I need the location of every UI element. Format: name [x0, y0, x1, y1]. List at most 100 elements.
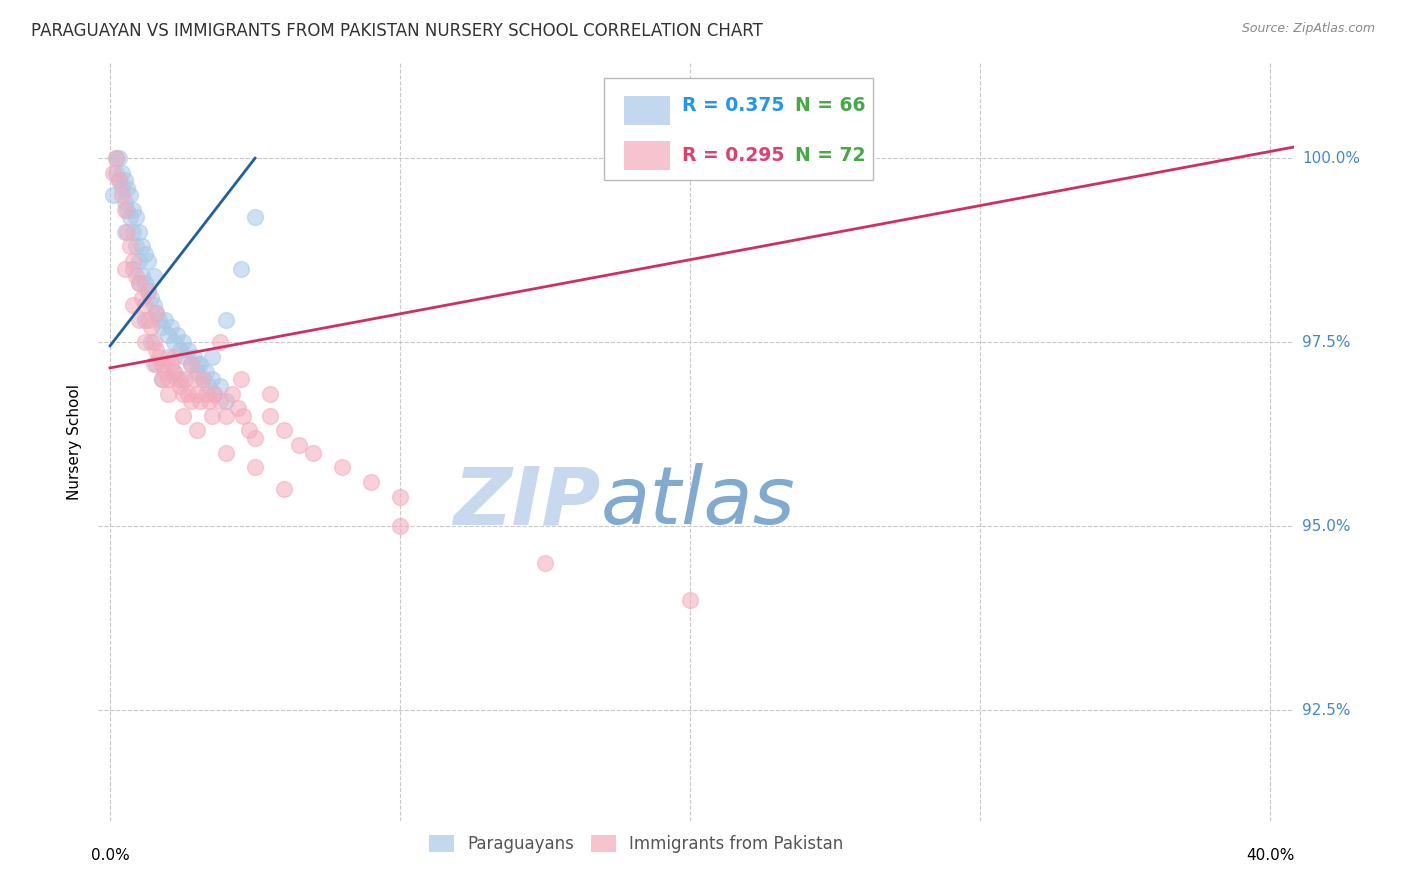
Point: [125, 268, 148, 283]
Point: [226, 401, 249, 416]
Point: [150, 357, 173, 371]
Point: [389, 519, 412, 533]
Point: [177, 386, 200, 401]
Text: Source: ZipAtlas.com: Source: ZipAtlas.com: [1241, 22, 1375, 36]
Point: [104, 151, 127, 165]
Point: [128, 313, 150, 327]
Point: [166, 327, 188, 342]
Point: [163, 350, 186, 364]
Text: R = 0.375: R = 0.375: [682, 95, 785, 114]
Point: [163, 335, 186, 350]
Point: [229, 261, 252, 276]
Point: [200, 350, 222, 364]
Point: [215, 313, 238, 327]
Point: [186, 357, 208, 371]
Point: [183, 372, 205, 386]
Point: [128, 277, 150, 291]
Point: [145, 306, 167, 320]
Legend: Paraguayans, Immigrants from Pakistan: Paraguayans, Immigrants from Pakistan: [420, 827, 852, 862]
Point: [117, 202, 139, 217]
Point: [131, 268, 153, 283]
Point: [243, 210, 266, 224]
Point: [238, 424, 260, 438]
Y-axis label: Nursery School: Nursery School: [66, 384, 82, 500]
Point: [128, 277, 150, 291]
Point: [153, 313, 176, 327]
Point: [134, 313, 156, 327]
Point: [122, 261, 145, 276]
Point: [136, 254, 159, 268]
Text: 0.0%: 0.0%: [90, 848, 129, 863]
Text: 40.0%: 40.0%: [1246, 848, 1295, 863]
Point: [145, 343, 167, 357]
Point: [232, 409, 254, 423]
Point: [134, 335, 156, 350]
Point: [131, 239, 153, 253]
Point: [273, 424, 295, 438]
Point: [169, 379, 191, 393]
Point: [136, 284, 159, 298]
Point: [139, 291, 162, 305]
Point: [163, 365, 186, 379]
Point: [183, 350, 205, 364]
Point: [215, 409, 238, 423]
Point: [153, 365, 176, 379]
Point: [148, 350, 170, 364]
Point: [186, 424, 208, 438]
Point: [117, 180, 139, 194]
Text: atlas: atlas: [600, 463, 796, 541]
Point: [142, 335, 165, 350]
Point: [191, 372, 214, 386]
Point: [204, 386, 226, 401]
Point: [101, 188, 124, 202]
Point: [101, 166, 124, 180]
Point: [111, 180, 134, 194]
Text: PARAGUAYAN VS IMMIGRANTS FROM PAKISTAN NURSERY SCHOOL CORRELATION CHART: PARAGUAYAN VS IMMIGRANTS FROM PAKISTAN N…: [31, 22, 763, 40]
Point: [177, 343, 200, 357]
Point: [107, 151, 129, 165]
Point: [169, 343, 191, 357]
Point: [114, 261, 136, 276]
Point: [117, 225, 139, 239]
Point: [180, 394, 202, 409]
Point: [125, 210, 148, 224]
Text: R = 0.295: R = 0.295: [682, 146, 785, 165]
Point: [172, 386, 194, 401]
Text: 95.0%: 95.0%: [1302, 518, 1350, 533]
Point: [114, 195, 136, 210]
Point: [194, 386, 217, 401]
Point: [166, 372, 188, 386]
Point: [157, 372, 180, 386]
Point: [122, 225, 145, 239]
Point: [157, 327, 180, 342]
Point: [142, 357, 165, 371]
Point: [197, 394, 219, 409]
Point: [145, 357, 167, 371]
Point: [169, 372, 191, 386]
Point: [243, 460, 266, 475]
Point: [122, 254, 145, 268]
Point: [139, 335, 162, 350]
Point: [111, 166, 134, 180]
Point: [157, 350, 180, 364]
Point: [259, 409, 281, 423]
Point: [150, 372, 173, 386]
Point: [107, 173, 129, 187]
Point: [172, 409, 194, 423]
Point: [148, 313, 170, 327]
Point: [142, 268, 165, 283]
Point: [209, 394, 232, 409]
Point: [122, 298, 145, 312]
Point: [221, 386, 243, 401]
Text: 92.5%: 92.5%: [1302, 703, 1350, 718]
Point: [174, 350, 197, 364]
Point: [163, 365, 186, 379]
Point: [534, 556, 557, 570]
Text: 97.5%: 97.5%: [1302, 334, 1350, 350]
Text: 100.0%: 100.0%: [1302, 151, 1360, 166]
Point: [125, 239, 148, 253]
Point: [150, 320, 173, 334]
Bar: [624, 96, 669, 125]
Point: [243, 431, 266, 445]
Point: [136, 313, 159, 327]
